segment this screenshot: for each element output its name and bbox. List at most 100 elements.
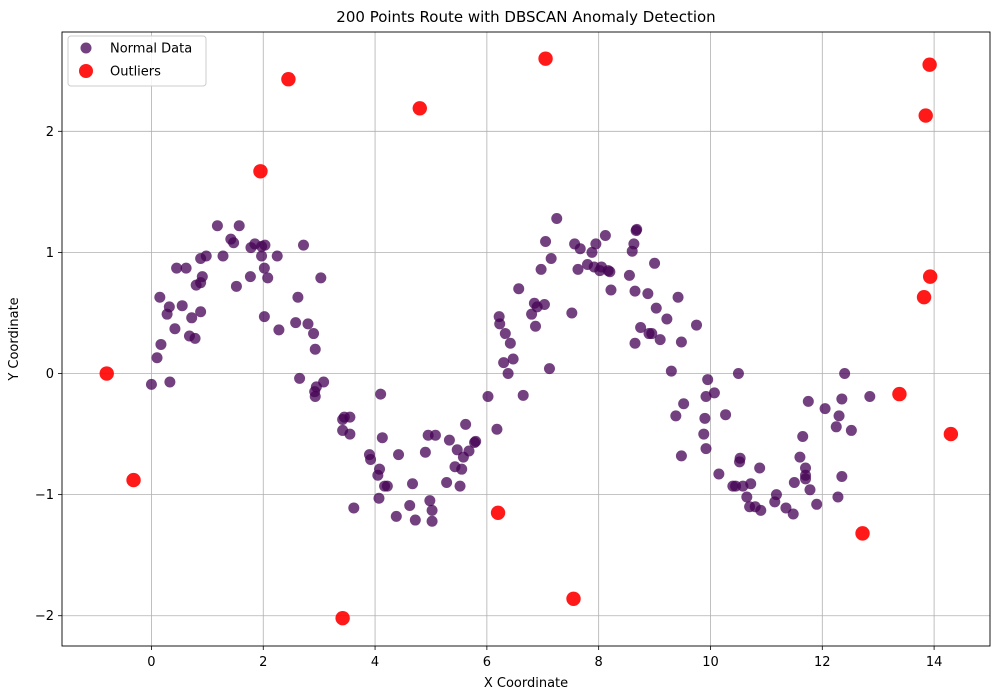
- normal-data-point: [819, 403, 831, 415]
- normal-data-point: [315, 272, 327, 284]
- normal-data-point: [698, 428, 710, 440]
- outlier-point: [99, 366, 114, 381]
- normal-data-point: [443, 434, 455, 446]
- y-axis-ticks: −2 −1 0 1 2: [35, 125, 62, 624]
- normal-data-point: [540, 236, 552, 248]
- normal-data-point: [211, 220, 223, 232]
- x-tick-label: 2: [259, 655, 267, 670]
- normal-data-point: [590, 238, 602, 250]
- normal-data-point: [787, 508, 799, 520]
- normal-data-point: [572, 263, 584, 275]
- y-tick-label: 2: [46, 125, 54, 140]
- plot-frame: [61, 31, 991, 647]
- outlier-point: [922, 57, 937, 72]
- normal-data-point: [741, 491, 753, 503]
- legend-marker-normal: [80, 42, 92, 54]
- normal-data-point: [700, 391, 712, 403]
- normal-data-point: [700, 443, 712, 455]
- normal-data-point: [661, 313, 673, 325]
- chart-title: 200 Points Route with DBSCAN Anomaly Det…: [336, 8, 715, 26]
- outlier-point: [943, 426, 959, 442]
- outlier-point: [126, 472, 141, 488]
- normal-data-point: [672, 291, 684, 303]
- normal-data-point: [691, 319, 703, 331]
- legend-label-normal: Normal Data: [110, 42, 192, 57]
- normal-data-point: [794, 451, 806, 463]
- normal-data-point: [155, 338, 167, 350]
- normal-data-point: [470, 435, 482, 447]
- normal-data-point: [675, 450, 687, 462]
- normal-data-point: [451, 444, 463, 456]
- normal-data-point: [376, 432, 388, 444]
- outlier-point: [538, 51, 553, 66]
- normal-data-point: [491, 423, 503, 435]
- normal-data-point: [864, 391, 876, 403]
- outlier-point: [253, 164, 268, 179]
- normal-data-point: [258, 262, 270, 274]
- normal-data-point: [180, 262, 192, 274]
- normal-data-point: [460, 418, 472, 430]
- normal-data-point: [498, 357, 510, 369]
- normal-data-point: [830, 421, 842, 433]
- normal-data-point: [675, 336, 687, 348]
- normal-data-point: [426, 504, 438, 516]
- outlier-point: [892, 386, 907, 402]
- normal-data-point: [699, 412, 711, 424]
- y-tick-label: 1: [46, 246, 54, 261]
- x-tick-label: 10: [702, 655, 719, 670]
- legend: Normal Data Outliers: [67, 35, 207, 87]
- normal-data-point: [456, 463, 468, 475]
- normal-data-point: [419, 446, 431, 458]
- normal-data-point: [517, 389, 529, 401]
- normal-data-point: [605, 284, 617, 296]
- normal-data-point: [499, 328, 511, 340]
- normal-data-point: [734, 452, 746, 464]
- normal-data-point: [732, 368, 744, 380]
- outlier-point: [335, 610, 350, 626]
- normal-data-point: [244, 271, 256, 283]
- normal-data-point: [163, 301, 175, 313]
- normal-data-point: [665, 365, 677, 377]
- x-tick-label: 4: [371, 655, 379, 670]
- normal-data-point: [631, 223, 643, 235]
- normal-data-point: [228, 237, 240, 249]
- normal-data-point: [545, 252, 557, 264]
- normal-data-point: [574, 243, 586, 255]
- normal-data-point: [713, 468, 725, 480]
- normal-data-point: [409, 514, 421, 526]
- normal-data-point: [535, 263, 547, 275]
- normal-data-point: [337, 424, 349, 436]
- outlier-points: [99, 51, 959, 626]
- normal-data-point: [273, 324, 285, 336]
- normal-data-point: [635, 321, 647, 333]
- normal-data-point: [426, 515, 438, 527]
- normal-data-point: [839, 368, 851, 380]
- normal-data-point: [309, 391, 321, 403]
- normal-data-point: [804, 484, 816, 496]
- normal-data-point: [454, 480, 466, 492]
- normal-data-point: [200, 250, 212, 262]
- normal-data-point: [642, 288, 654, 300]
- outlier-point: [922, 269, 938, 284]
- normal-data-point: [145, 378, 157, 390]
- normal-data-point: [375, 388, 387, 400]
- normal-data-point: [176, 300, 188, 312]
- normal-data-point: [494, 318, 506, 330]
- normal-data-point: [800, 462, 812, 474]
- normal-data-point: [566, 307, 578, 319]
- normal-data-point: [344, 411, 356, 423]
- y-tick-label: −2: [35, 609, 54, 624]
- normal-data-points: [145, 213, 876, 527]
- normal-data-point: [189, 332, 201, 344]
- normal-data-point: [646, 328, 658, 340]
- normal-data-point: [836, 393, 848, 405]
- normal-data-point: [196, 271, 208, 283]
- normal-data-point: [745, 478, 757, 490]
- normal-data-point: [708, 387, 720, 399]
- outlier-point: [918, 108, 933, 123]
- normal-data-point: [504, 337, 516, 349]
- normal-data-point: [393, 449, 405, 461]
- normal-data-point: [551, 213, 563, 225]
- normal-data-point: [678, 398, 690, 410]
